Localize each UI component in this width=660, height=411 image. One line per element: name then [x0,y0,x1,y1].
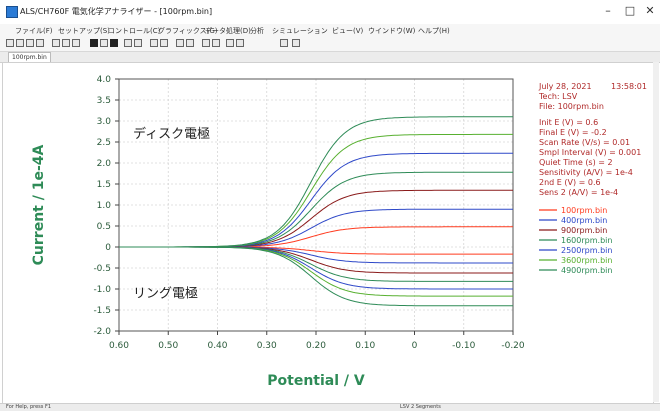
setup-icon[interactable] [52,39,60,47]
menu-item-window[interactable]: ウインドウ(W) [368,27,416,35]
maximize-button[interactable]: □ [624,4,636,17]
info-parameter: Sensitivity (A/V) = 1e-4 [539,168,633,177]
legend-entry: 900rpm.bin [561,226,607,235]
y-tick-label: 0 [105,243,111,253]
vertical-scrollbar[interactable] [653,62,659,402]
legend-entry: 3600rpm.bin [561,256,612,265]
y-axis-label: Current / 1e-4A [31,144,47,265]
menu-item-view[interactable]: ビュー(V) [332,27,364,35]
technique-icon[interactable] [62,39,70,47]
info-parameter: Smpl Interval (V) = 0.001 [539,148,641,157]
y-tick-label: 2.0 [97,159,112,169]
menu-item-control[interactable]: コントロール(C) [108,27,161,35]
add-icon[interactable] [186,39,194,47]
find-icon[interactable] [236,39,244,47]
document-tab[interactable]: 100rpm.bin [8,52,51,63]
menu-item-setup[interactable]: セットアップ(S) [58,27,110,35]
legend-entry: 2500rpm.bin [561,246,612,255]
toolbar [0,37,660,52]
info-date: July 28, 2021 [538,82,592,91]
y-tick-label: 3.0 [97,117,112,127]
y-tick-label: -1.5 [93,306,111,316]
legend-entry: 400rpm.bin [561,216,607,225]
info-file: File: 100rpm.bin [539,102,604,111]
menu-item-file[interactable]: ファイル(F) [15,27,53,35]
x-tick-label: 0.50 [158,341,178,351]
legend-entry: 4900rpm.bin [561,266,612,275]
y-tick-label: -0.5 [93,264,111,274]
window-title: ALS/CH760F 電気化学アナライザー - [100rpm.bin] [20,7,213,16]
info-parameter: Quiet Time (s) = 2 [539,158,613,167]
fit-icon[interactable] [280,39,288,47]
close-button[interactable]: ✕ [645,4,655,17]
info-parameter: Sens 2 (A/V) = 1e-4 [539,188,618,197]
stop-icon[interactable] [110,39,118,47]
graph-icon[interactable] [150,39,158,47]
minimize-button[interactable]: – [605,4,611,17]
menu-item-graphics[interactable]: グラフィックス(G) [158,27,218,35]
print-icon[interactable] [36,39,44,47]
y-tick-label: 0.5 [97,222,111,232]
info-tech: Tech: LSV [538,92,578,101]
x-tick-label: 0.30 [257,341,277,351]
info-parameter: Final E (V) = -0.2 [539,128,607,137]
reverse-icon[interactable] [124,39,132,47]
menu-item-simulation[interactable]: シミュレーション [272,27,328,35]
info-parameter: Scan Rate (V/s) = 0.01 [539,138,630,147]
parameters-icon[interactable] [72,39,80,47]
help-icon[interactable] [292,39,300,47]
x-tick-label: 0.40 [207,341,227,351]
x-tick-label: 0 [412,341,418,351]
plot-window: 0.60 0.50 0.40 0.30 0.20 0.10 0 -0.10 -0.20 4.0 3.… [2,62,654,404]
ring-current-line [119,246,513,307]
x-tick-label: 0.10 [355,341,375,351]
x-tick-label: -0.10 [452,341,476,351]
smooth-icon[interactable] [202,39,210,47]
derivative-icon[interactable] [212,39,220,47]
x-tick-label: 0.20 [306,341,326,351]
new-file-icon[interactable] [6,39,14,47]
x-axis-label: Potential / V [267,373,365,389]
status-bar: For Help, press F1 LSV 2 Segments [0,403,660,411]
save-icon[interactable] [26,39,34,47]
info-parameter: 2nd E (V) = 0.6 [539,178,601,187]
status-segments-text: LSV 2 Segments [400,404,441,410]
legend-entry: 1600rpm.bin [561,236,612,245]
y-tick-label: -1.0 [93,285,111,295]
y-tick-label: 2.5 [97,138,111,148]
y-tick-label: 4.0 [97,75,112,85]
menu-bar: ファイル(F) セットアップ(S) コントロール(C) グラフィックス(G) デ… [0,24,660,37]
menu-item-help[interactable]: ヘルプ(H) [418,27,450,35]
run-icon[interactable] [90,39,98,47]
zoom-icon[interactable] [160,39,168,47]
y-tick-label: 3.5 [97,96,111,106]
info-parameter: Init E (V) = 0.6 [539,118,598,127]
overlay-icon[interactable] [176,39,184,47]
info-time: 13:58:01 [611,82,647,91]
pause-icon[interactable] [100,39,108,47]
ring-electrode-label: リング電極 [133,285,198,301]
voltammogram-chart: 0.60 0.50 0.40 0.30 0.20 0.10 0 -0.10 -0.204.03.… [31,75,647,389]
x-tick-label: 0.60 [109,341,129,351]
integrate-icon[interactable] [226,39,234,47]
y-tick-label: -2.0 [93,327,111,337]
app-icon [6,6,18,18]
x-tick-label: -0.20 [501,341,525,351]
legend-entry: 100rpm.bin [561,206,607,215]
y-tick-label: 1.5 [97,180,111,190]
disk-current-line [119,189,513,248]
status-help-text: For Help, press F1 [6,404,52,410]
y-tick-label: 1.0 [97,201,112,211]
repeat-icon[interactable] [134,39,142,47]
title-bar: ALS/CH760F 電気化学アナライザー - [100rpm.bin] – □… [0,0,660,25]
menu-item-analysis[interactable]: 分析 [250,27,264,35]
menu-item-data-processing[interactable]: データ処理(D) [205,27,251,35]
open-file-icon[interactable] [16,39,24,47]
disk-electrode-label: ディスク電極 [133,126,210,142]
